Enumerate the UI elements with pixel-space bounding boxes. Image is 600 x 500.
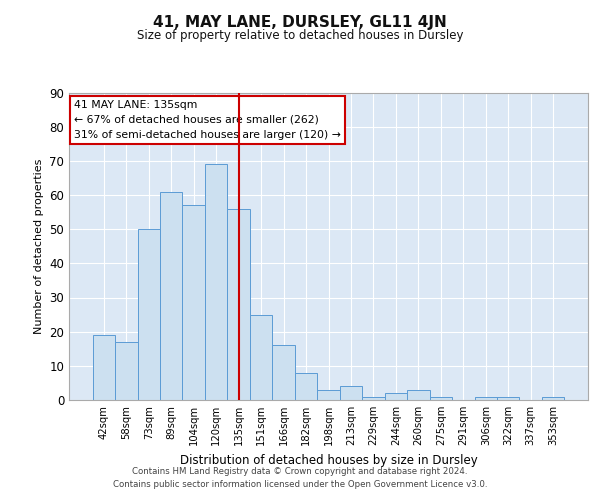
Text: 41, MAY LANE, DURSLEY, GL11 4JN: 41, MAY LANE, DURSLEY, GL11 4JN	[153, 15, 447, 30]
Bar	[160, 192, 182, 400]
Bar	[137, 229, 160, 400]
Bar	[227, 208, 250, 400]
Y-axis label: Number of detached properties: Number of detached properties	[34, 158, 44, 334]
Text: 41 MAY LANE: 135sqm
← 67% of detached houses are smaller (262)
31% of semi-detac: 41 MAY LANE: 135sqm ← 67% of detached ho…	[74, 100, 341, 140]
Text: Contains HM Land Registry data © Crown copyright and database right 2024.: Contains HM Land Registry data © Crown c…	[132, 467, 468, 476]
Bar	[385, 393, 407, 400]
Text: Contains public sector information licensed under the Open Government Licence v3: Contains public sector information licen…	[113, 480, 487, 489]
Bar	[250, 314, 272, 400]
Text: Size of property relative to detached houses in Dursley: Size of property relative to detached ho…	[137, 29, 463, 42]
Bar	[475, 396, 497, 400]
Bar	[182, 205, 205, 400]
Bar	[362, 396, 385, 400]
Bar	[407, 390, 430, 400]
Bar	[272, 346, 295, 400]
Bar	[317, 390, 340, 400]
X-axis label: Distribution of detached houses by size in Dursley: Distribution of detached houses by size …	[179, 454, 478, 466]
Bar	[497, 396, 520, 400]
Bar	[430, 396, 452, 400]
Bar	[542, 396, 565, 400]
Bar	[205, 164, 227, 400]
Bar	[92, 335, 115, 400]
Bar	[115, 342, 137, 400]
Bar	[340, 386, 362, 400]
Bar	[295, 372, 317, 400]
